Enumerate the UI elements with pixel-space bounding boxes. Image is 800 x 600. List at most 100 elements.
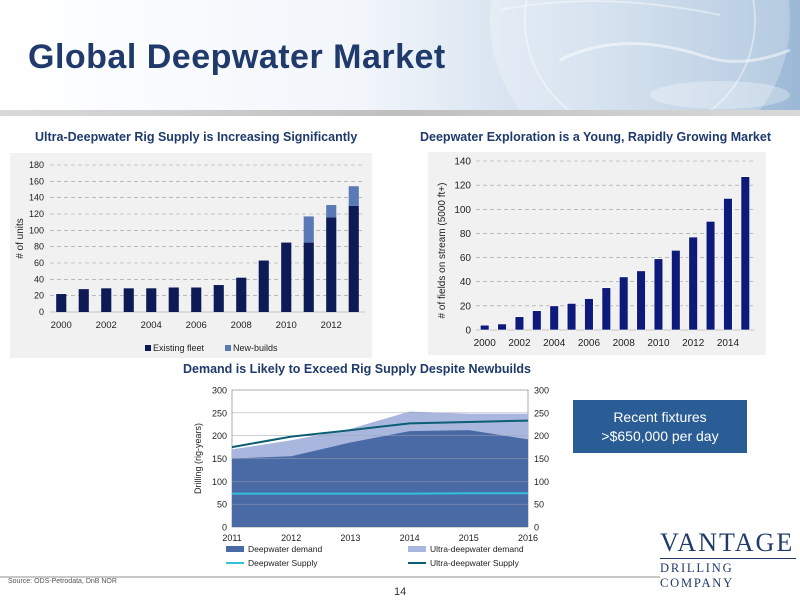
fields-bar (723, 198, 733, 331)
y-tick-label-right: 50 (534, 500, 544, 510)
y-tick-label: 100 (454, 205, 471, 216)
x-tick-label: 2015 (459, 533, 479, 543)
chart3-title: Demand is Likely to Exceed Rig Supply De… (183, 362, 532, 376)
x-tick-label: 2016 (518, 533, 538, 543)
fields-bar (532, 310, 542, 331)
logo-rule (660, 558, 796, 559)
x-tick-label: 2008 (231, 320, 252, 331)
y-tick-label-left: 50 (217, 500, 227, 510)
y-tick-label-left: 300 (212, 386, 227, 396)
x-tick-label: 2006 (186, 320, 207, 331)
x-tick-label: 2014 (400, 533, 420, 543)
existing-fleet-bar (191, 287, 202, 312)
fields-bar (705, 221, 716, 331)
y-tick-label: 20 (460, 301, 472, 312)
y-tick-label: 40 (34, 274, 44, 284)
fields-bar (653, 258, 664, 331)
ultra-deepwater-supply-line (231, 419, 529, 449)
logo-main-text: VANTAGE (660, 528, 795, 557)
x-tick-label: 2012 (682, 338, 705, 349)
x-tick-label: 2010 (276, 320, 297, 331)
legend-label: Ultra-deepwater Supply (430, 558, 520, 568)
header-banner (0, 0, 800, 112)
y-tick-label: 60 (34, 258, 44, 268)
existing-fleet-bar (303, 242, 314, 312)
y-tick-label-left: 0 (222, 523, 227, 533)
source-note: Source: ODS-Petrodata, DnB NOR (8, 578, 117, 585)
x-tick-label: 2000 (474, 338, 497, 349)
fields-bar (549, 305, 559, 331)
y-tick-label-right: 200 (534, 431, 549, 441)
existing-fleet-bar (56, 294, 67, 312)
fields-bar (514, 316, 525, 331)
header-divider (0, 110, 800, 116)
existing-fleet-bar (146, 288, 157, 312)
x-tick-label: 2011 (222, 533, 241, 543)
fields-bar (480, 324, 490, 331)
existing-fleet-bar (326, 217, 337, 312)
existing-fleet-bar (101, 288, 112, 312)
x-tick-label: 2012 (281, 533, 301, 543)
legend-swatch (225, 345, 231, 351)
existing-fleet-bar (348, 205, 359, 312)
x-tick-label: 2010 (647, 338, 670, 349)
fields-on-stream-chart: 0 20 40 60 80 100 120 140 2000 2002 2004 2006 2008 20… (437, 157, 754, 349)
callout-line2: >$650,000 per day (601, 427, 719, 444)
x-tick-label: 2002 (508, 338, 531, 349)
y-tick-label: 160 (29, 176, 44, 186)
callout-line1: Recent fixtures (613, 408, 707, 425)
x-tick-label: 2006 (578, 338, 601, 349)
legend-label: Ultra-deepwater demand (430, 544, 524, 554)
legend-swatch (145, 345, 151, 351)
y-tick-label: 40 (460, 277, 472, 288)
fields-bar (740, 176, 750, 331)
new-builds-bar (326, 205, 337, 218)
y-axis-label: Drilling (rig-years) (193, 423, 203, 494)
fields-bar (636, 270, 646, 331)
y-tick-label: 80 (460, 229, 472, 240)
y-tick-label: 140 (454, 157, 471, 168)
x-tick-label: 2004 (543, 338, 566, 349)
y-tick-label: 140 (29, 193, 44, 203)
page-number: 14 (394, 586, 407, 598)
y-tick-label: 120 (454, 181, 471, 192)
x-tick-label: 2008 (613, 338, 636, 349)
y-tick-label-right: 250 (534, 408, 549, 418)
y-axis-label: # of units (15, 218, 26, 259)
deepwater-demand-area (232, 430, 528, 527)
legend-label: Deepwater demand (248, 544, 322, 554)
fields-bar (688, 236, 698, 331)
existing-fleet-bar (213, 285, 224, 312)
existing-fleet-bar (236, 277, 247, 312)
recent-fixtures-callout: Recent fixtures >$650,000 per day (573, 400, 747, 453)
y-tick-label-left: 100 (212, 477, 227, 487)
fields-bar (497, 323, 507, 331)
existing-fleet-bar (78, 289, 89, 312)
legend-swatch (226, 546, 244, 552)
fields-bar (566, 303, 577, 331)
vantage-logo: VANTAGE DRILLING COMPANY (660, 530, 796, 591)
y-tick-label-right: 150 (534, 454, 549, 464)
x-tick-label: 2002 (96, 320, 117, 331)
legend-label: Deepwater Supply (248, 558, 318, 568)
x-tick-label: 2004 (141, 320, 162, 331)
chart1-panel: 0 20 40 60 80 100 120 140 160 180 2000 2002 2004 2006… (10, 153, 372, 358)
x-tick-label: 2000 (51, 320, 72, 331)
slide-title: Global Deepwater Market (28, 38, 446, 76)
existing-fleet-bar (123, 288, 134, 312)
y-axis-label: # of fields on stream (5000 ft+) (437, 183, 448, 319)
y-tick-label-left: 200 (212, 431, 227, 441)
existing-fleet-bar (281, 242, 292, 312)
chart1-title: Ultra-Deepwater Rig Supply is Increasing… (35, 130, 358, 144)
logo-sub-text: DRILLING COMPANY (660, 561, 734, 590)
fields-bar (619, 276, 629, 331)
y-tick-label-right: 100 (534, 477, 549, 487)
x-tick-label: 2012 (321, 320, 342, 331)
y-tick-label: 120 (29, 209, 44, 219)
y-tick-label: 180 (29, 160, 44, 170)
demand-supply-chart: 0 0 50 50 100 100 150 150 200 200 250 250 300 300 2011… (193, 386, 549, 569)
footer-divider (0, 576, 660, 578)
fields-bar (584, 298, 594, 331)
legend-label: New-builds (233, 343, 278, 353)
y-tick-label: 0 (465, 326, 471, 337)
